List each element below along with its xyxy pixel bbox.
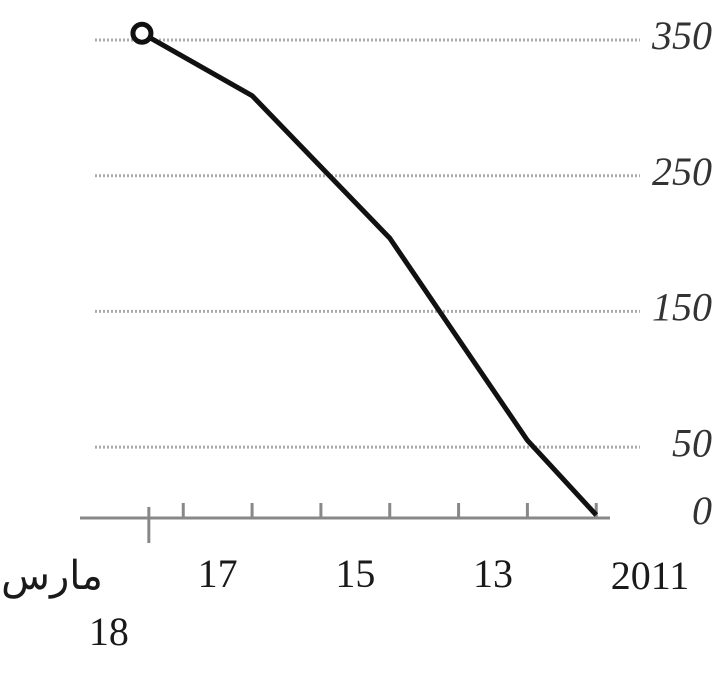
y-tick-label: 150	[652, 285, 712, 330]
x-tick-label: 17	[198, 551, 238, 596]
month-label: مارس	[1, 553, 103, 599]
y-tick-label: 50	[672, 420, 712, 465]
x-tick-label: 18	[89, 609, 129, 654]
y-tick-label: 350	[651, 13, 712, 58]
y-tick-label: 0	[692, 488, 712, 533]
x-tick-label: 13	[473, 551, 513, 596]
y-tick-label: 250	[652, 149, 712, 194]
x-tick-label: 15	[335, 551, 375, 596]
year-label: 2011	[611, 553, 690, 598]
line	[140, 31, 599, 517]
start-marker	[130, 21, 154, 45]
